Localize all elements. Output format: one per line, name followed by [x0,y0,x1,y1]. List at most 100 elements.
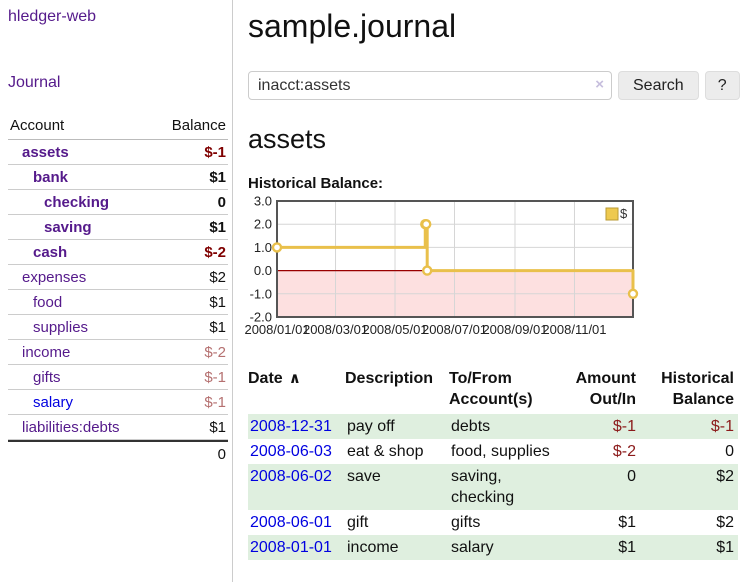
chart-data-point [627,288,639,300]
accounts-total-row: 0 [8,440,228,466]
search-input[interactable] [248,71,612,100]
account-balance: $-1 [204,368,226,386]
transaction-date-link[interactable]: 2008-12-31 [250,418,332,435]
account-row: gifts $-1 [8,365,228,390]
transaction-date-link[interactable]: 2008-06-02 [250,468,332,485]
chart-data-point [271,242,283,253]
register-header-row: Date ∧ Description To/From Account(s) Amo… [248,366,738,414]
chart-data-point [422,265,433,276]
transaction-accounts: salary [451,539,494,556]
sidebar-item-journal[interactable]: Journal [8,74,61,91]
account-balance: $2 [209,268,226,286]
accounts-table-header: Account Balance [8,114,228,140]
sort-asc-icon: ∧ [288,370,301,387]
transaction-balance: $2 [716,514,734,531]
account-link-cash[interactable]: cash [33,243,68,261]
accounts-column-header: Account [10,117,65,134]
chart-legend-label: $ [620,206,628,221]
column-header-amount: Amount Out/In [575,370,636,408]
chart-svg: $3.0 2.0 1.0 0.0 -1.0 -2.02008/01/012008/03/0… [244,194,639,337]
chart-y-tick-label: 1.0 [254,240,272,255]
account-link-saving[interactable]: saving [44,218,92,236]
account-row: food $1 [8,290,228,315]
balance-chart[interactable]: $3.0 2.0 1.0 0.0 -1.0 -2.0 2008/01/01 2008/03/0… [244,194,742,346]
account-balance: $-1 [204,143,226,161]
transaction-row: 2008-01-01 income salary $1 $1 [248,535,738,560]
account-link-gifts[interactable]: gifts [33,368,61,386]
help-button[interactable]: ? [704,71,740,100]
chart-y-tick-label: 2.0 [254,217,272,232]
chart-label: Historical Balance: [248,175,384,192]
transaction-date-link[interactable]: 2008-06-03 [250,443,332,460]
transaction-date-link[interactable]: 2008-06-01 [250,514,332,531]
chart-x-tick-label: 2008/07/01 [422,322,487,337]
app-brand-link[interactable]: hledger-web [8,8,97,25]
chart-y-tick-label: -1.0 [250,286,272,301]
clear-search-icon[interactable]: × [595,76,604,93]
chart-x-tick-label: 2008/05/01 [362,322,427,337]
account-link-bank[interactable]: bank [33,168,69,186]
account-row: expenses $2 [8,265,228,290]
account-row: cash $-2 [8,240,228,265]
transaction-row: 2008-12-31 pay off debts $-1 $-1 [248,414,738,439]
account-link-assets[interactable]: assets [22,143,69,161]
main-content: sample.journal × Search ? assets Histori… [244,0,742,560]
transaction-date-link[interactable]: 2008-01-01 [250,539,332,556]
chart-x-tick-label: 2008/03/01 [303,322,368,337]
transaction-row: 2008-06-01 gift gifts $1 $2 [248,510,738,535]
sidebar: hledger-web Journal Account Balance asse… [0,0,233,582]
transaction-description: save [347,468,381,485]
transaction-row: 2008-06-03 eat & shop food, supplies $-2 0 [248,439,738,464]
search-button[interactable]: Search [618,71,699,100]
chart-y-tick-label: -2.0 [250,310,272,325]
account-balance: $1 [209,318,226,336]
transaction-amount: $1 [618,539,636,556]
transaction-balance: $2 [716,468,734,485]
transaction-balance: 0 [725,443,734,460]
account-link-expenses[interactable]: expenses [22,268,87,286]
account-row: salary $-1 [8,390,228,415]
register-table: Date ∧ Description To/From Account(s) Amo… [248,366,738,560]
account-link-income[interactable]: income [22,343,71,361]
account-link-checking[interactable]: checking [44,193,110,211]
account-balance: $1 [209,293,226,311]
chart-border [276,200,634,318]
account-link-supplies[interactable]: supplies [33,318,89,336]
account-balance: $-2 [204,243,226,261]
account-link-liabilities-debts[interactable]: liabilities:debts [22,418,120,436]
chart-y-tick-label: 3.0 [254,194,272,209]
transaction-accounts: gifts [451,514,481,531]
account-balance: $1 [209,218,226,236]
column-header-balance: Historical Balance [661,370,734,408]
column-header-description: Description [345,370,434,387]
chart-x-tick-label: 2008/09/01 [482,322,547,337]
chart-x-tick-label: 2008/01/01 [244,322,309,337]
transaction-description: eat & shop [347,443,424,460]
account-row: saving $1 [8,215,228,240]
search-form: × Search ? [248,71,742,100]
column-header-date[interactable]: Date ∧ [248,370,301,387]
transaction-description: gift [347,514,369,531]
page-title: sample.journal [248,8,457,44]
transaction-balance: $1 [716,539,734,556]
account-row: checking 0 [8,190,228,215]
account-link-salary[interactable]: salary [33,393,74,411]
chart-data-point [421,219,432,230]
transaction-balance: $-1 [710,418,734,435]
transaction-amount: $-1 [612,418,636,435]
account-balance: $1 [209,168,226,186]
transaction-accounts: food, supplies [451,443,550,460]
transaction-accounts: debts [451,418,491,435]
transaction-description: pay off [347,418,395,435]
account-row: liabilities:debts $1 [8,415,228,440]
transaction-amount: $1 [618,514,636,531]
column-header-accounts: To/From Account(s) [449,370,533,408]
account-link-food[interactable]: food [33,293,63,311]
account-row: assets $-1 [8,140,228,165]
transaction-amount: 0 [627,468,636,485]
transaction-row: 2008-06-02 save saving, checking 0 $2 [248,464,738,510]
chart-x-tick-label: 2008/11/01 [542,322,606,337]
account-row: bank $1 [8,165,228,190]
account-row: income $-2 [8,340,228,365]
register-heading: assets [248,124,327,154]
